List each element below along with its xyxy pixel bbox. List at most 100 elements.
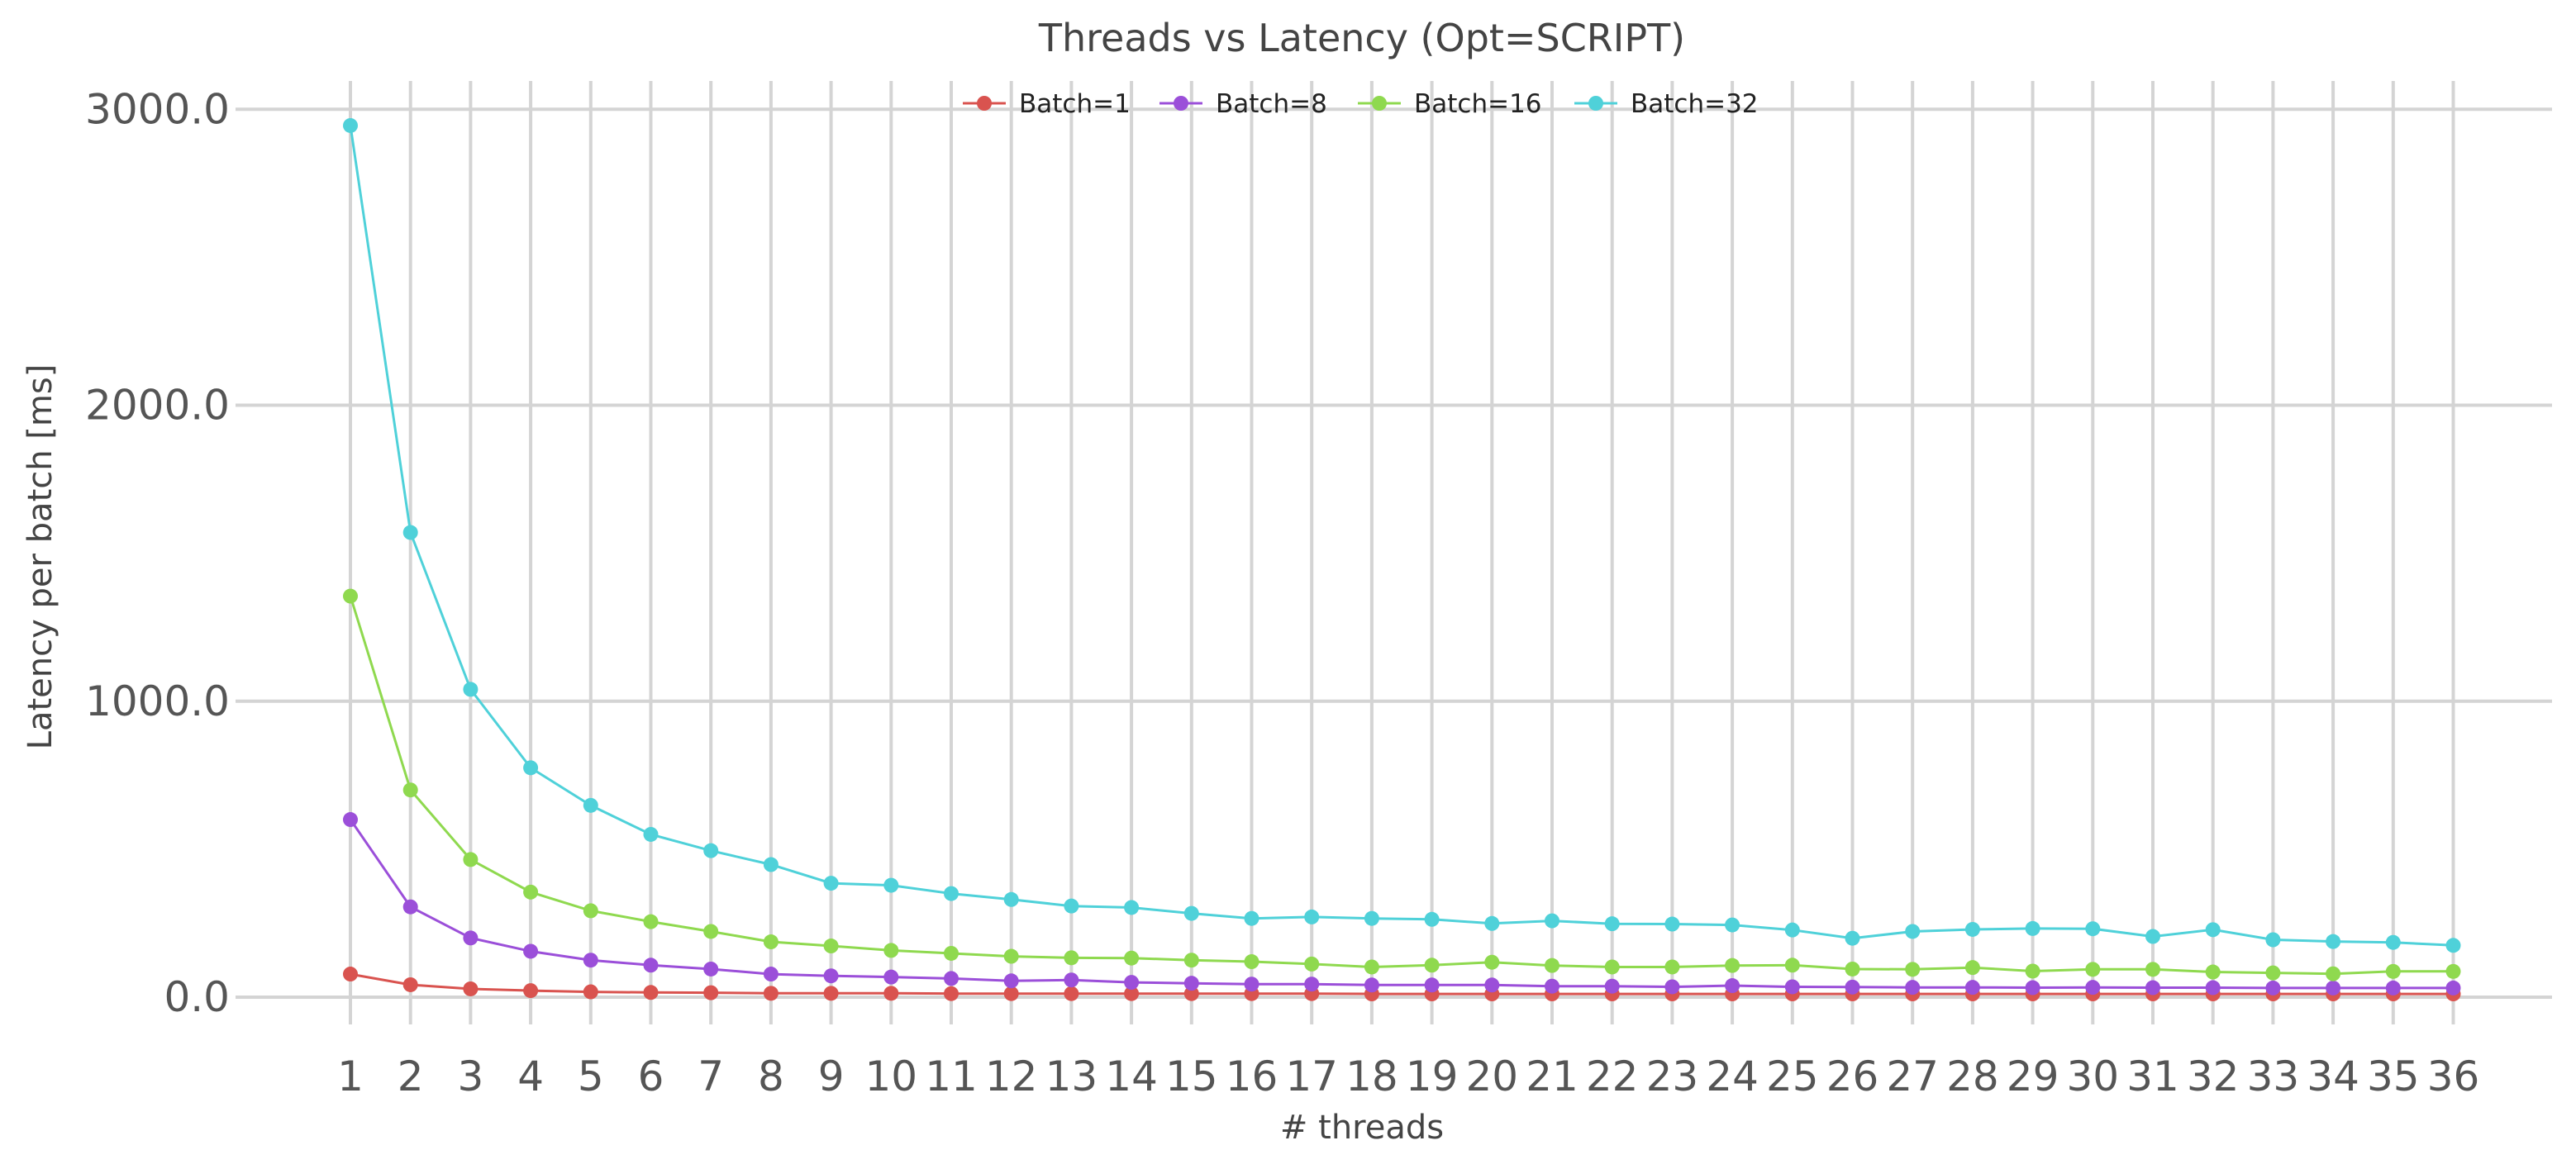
data-point: [2445, 980, 2461, 996]
data-point: [402, 525, 418, 540]
data-point: [1964, 960, 1980, 976]
data-point: [944, 886, 959, 901]
y-tick-label: 1000.0: [85, 677, 230, 725]
data-point: [823, 939, 839, 954]
data-point: [2025, 963, 2040, 979]
x-tick-label: 23: [1646, 1053, 1699, 1100]
legend-label: Batch=1: [1019, 89, 1131, 119]
data-point: [823, 876, 839, 891]
data-point: [1725, 958, 1740, 973]
data-point: [2205, 980, 2221, 996]
data-point: [883, 969, 899, 985]
x-tick-label: 15: [1165, 1053, 1218, 1100]
x-tick-label: 3: [457, 1053, 483, 1100]
data-point: [1725, 978, 1740, 994]
data-point: [2145, 980, 2160, 996]
legend-swatch-marker: [1372, 96, 1387, 111]
x-tick-label: 28: [1946, 1053, 1999, 1100]
series-line: [349, 819, 2454, 990]
x-axis-label: # threads: [1280, 1109, 1444, 1147]
data-point: [2265, 980, 2281, 996]
legend-item: Batch=1: [963, 89, 1131, 119]
data-point: [2085, 962, 2101, 977]
data-point: [1183, 976, 1199, 991]
data-point: [583, 797, 598, 813]
data-point: [1003, 973, 1019, 989]
data-point: [763, 934, 779, 950]
data-point: [463, 852, 479, 867]
data-point: [1124, 986, 1140, 1001]
legend-item: Batch=8: [1159, 89, 1327, 119]
data-point: [2385, 934, 2401, 950]
data-point: [1183, 905, 1199, 921]
data-point: [1304, 909, 1320, 924]
data-point: [2326, 980, 2341, 996]
data-point: [1604, 959, 1620, 975]
legend-label: Batch=32: [1631, 89, 1759, 119]
series-batch-8: [343, 812, 2461, 996]
x-tick-label: 36: [2427, 1053, 2480, 1100]
data-point: [1304, 977, 1320, 992]
y-tick-label: 2000.0: [85, 382, 230, 430]
data-point: [2205, 964, 2221, 980]
data-point: [2205, 922, 2221, 938]
x-tick-label: 34: [2307, 1053, 2359, 1100]
data-point: [1784, 922, 1800, 938]
x-tick-label: 33: [2247, 1053, 2300, 1100]
data-point: [1424, 958, 1440, 973]
data-point: [2265, 932, 2281, 948]
data-point: [1304, 956, 1320, 972]
data-point: [1784, 958, 1800, 973]
data-point: [1484, 954, 1500, 970]
x-tick-label: 18: [1345, 1053, 1398, 1100]
data-point: [1604, 978, 1620, 994]
data-point: [1424, 911, 1440, 927]
data-point: [343, 117, 358, 133]
y-tick-label: 3000.0: [85, 85, 230, 133]
x-tick-label: 32: [2187, 1053, 2240, 1100]
data-point: [1124, 900, 1140, 915]
data-point: [523, 943, 539, 959]
data-point: [2025, 980, 2040, 996]
x-tick-label: 26: [1826, 1053, 1879, 1100]
x-tick-label: 29: [2007, 1053, 2059, 1100]
data-point: [1545, 958, 1559, 973]
legend-swatch-marker: [1174, 96, 1188, 111]
data-point: [2385, 963, 2401, 979]
data-point: [944, 945, 959, 961]
legend-item: Batch=16: [1358, 89, 1542, 119]
data-point: [2145, 929, 2160, 944]
data-point: [944, 971, 959, 986]
x-tick-label: 6: [638, 1053, 664, 1100]
y-axis-label: Latency per batch [ms]: [21, 364, 60, 750]
series-line: [350, 972, 2454, 996]
data-point: [703, 985, 719, 1000]
data-point: [1364, 959, 1379, 975]
x-tick-label: 2: [398, 1053, 424, 1100]
data-point: [1244, 977, 1259, 992]
data-point: [1845, 961, 1860, 977]
data-point: [1003, 948, 1019, 964]
data-point: [1064, 986, 1079, 1001]
x-tick-label: 19: [1406, 1053, 1459, 1100]
data-point: [1845, 979, 1860, 995]
x-tick-label: 20: [1465, 1053, 1518, 1100]
data-point: [883, 986, 899, 1001]
data-point: [463, 930, 479, 946]
data-point: [1784, 979, 1800, 995]
data-point: [703, 843, 719, 858]
data-point: [402, 899, 418, 915]
data-point: [1664, 979, 1680, 995]
x-tick-label: 12: [985, 1053, 1038, 1100]
data-point: [883, 877, 899, 893]
data-point: [1545, 913, 1559, 929]
x-tick-label: 35: [2367, 1053, 2420, 1100]
y-axis-ticks: 0.0 1000.0 2000.0 3000.0: [85, 85, 230, 1021]
data-point: [2445, 938, 2461, 953]
x-tick-label: 27: [1886, 1053, 1939, 1100]
data-point: [343, 588, 358, 604]
x-tick-label: 31: [2126, 1053, 2179, 1100]
x-tick-label: 13: [1045, 1053, 1098, 1100]
data-point: [1183, 986, 1199, 1001]
data-point: [463, 682, 479, 697]
